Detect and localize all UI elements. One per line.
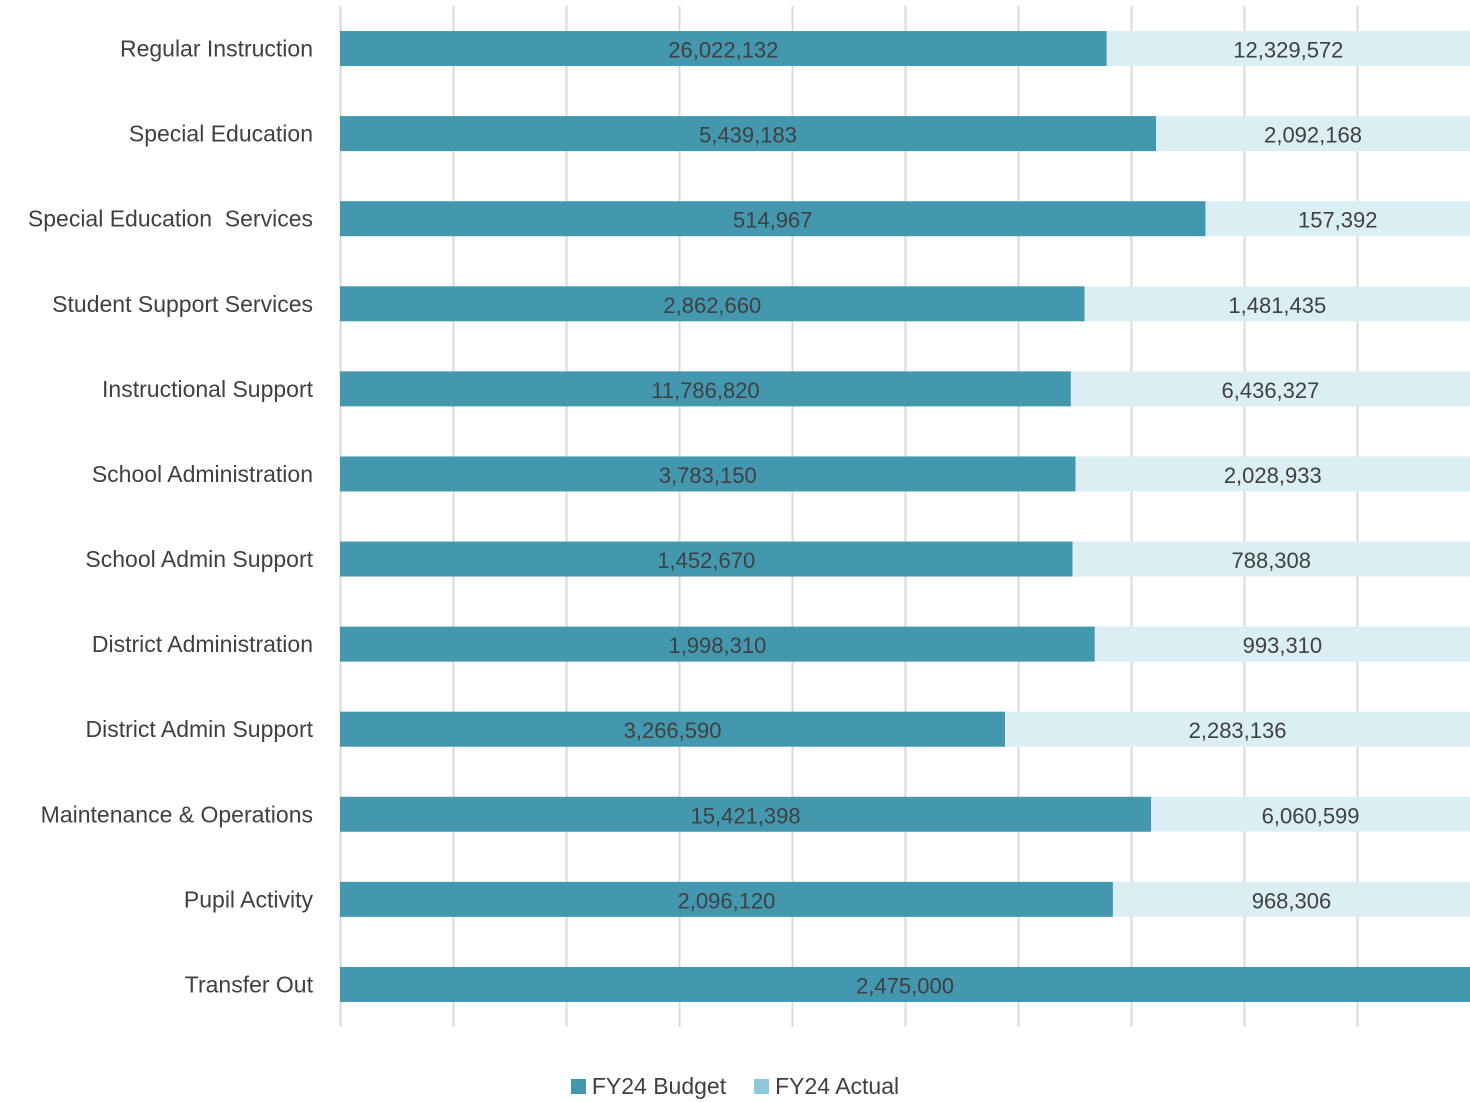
category-label: School Administration [92, 461, 313, 487]
data-label-actual: 6,060,599 [1262, 803, 1360, 828]
legend-swatch-budget [570, 1078, 586, 1094]
data-label-budget: 3,783,150 [659, 463, 757, 488]
data-label-actual: 1,481,435 [1228, 293, 1326, 318]
bar-budget [340, 201, 1206, 237]
category-label: Maintenance & Operations [41, 801, 313, 827]
legend-label-actual: FY24 Actual [775, 1072, 900, 1099]
bar-budget [340, 626, 1095, 662]
data-label-budget: 5,439,183 [699, 123, 797, 148]
bar-budget [340, 541, 1073, 577]
category-label: Instructional Support [102, 376, 314, 402]
bar-actual [1106, 31, 1470, 67]
data-label-budget: 15,421,398 [691, 803, 801, 828]
bar-budget [340, 456, 1076, 492]
bar-actual [1205, 201, 1470, 237]
data-label-budget: 514,967 [733, 208, 813, 233]
bar-actual [1084, 286, 1470, 322]
category-label: Special Education Services [28, 206, 313, 232]
data-label-budget: 26,022,132 [668, 38, 778, 63]
bars [340, 31, 1470, 1002]
gridlines [339, 6, 1359, 1027]
category-label: Special Education [129, 121, 313, 147]
data-label-actual: 12,329,572 [1233, 38, 1343, 63]
bar-budget [340, 116, 1157, 152]
bar-budget [340, 31, 1107, 67]
legend-label-budget: FY24 Budget [591, 1072, 727, 1099]
category-label: Transfer Out [185, 971, 314, 997]
bar-actual [1005, 711, 1470, 747]
legend-item-actual: FY24 Actual [754, 1073, 899, 1100]
bar-actual [1156, 116, 1470, 152]
category-label: District Administration [92, 631, 313, 657]
bar-budget [340, 966, 1470, 1002]
bar-actual [1072, 541, 1470, 577]
bar-actual [1151, 796, 1470, 832]
category-labels: Regular Instruction Special Education Spec… [28, 36, 314, 998]
data-label-budget: 2,096,120 [678, 888, 776, 913]
legend-item-budget: FY24 Budget [570, 1072, 727, 1100]
data-label-actual: 157,392 [1298, 208, 1378, 233]
data-label-budget: 2,862,660 [663, 293, 761, 318]
category-label: Student Support Services [52, 291, 313, 317]
data-label-actual: 968,306 [1252, 888, 1332, 913]
data-label-actual: 6,436,327 [1222, 378, 1320, 403]
data-label-actual: 2,283,136 [1189, 718, 1287, 743]
bar-actual [1075, 456, 1470, 492]
data-label-budget: 11,786,820 [651, 378, 759, 403]
bar-actual [1094, 626, 1470, 662]
legend: FY24 Budget FY24 Actual [0, 1070, 1470, 1102]
bar-budget [340, 796, 1152, 832]
bar-budget [340, 286, 1085, 322]
data-labels: 26,022,132 12,329,572 5,439,183 2,092,168 51… [624, 38, 1378, 999]
bar-budget [340, 371, 1071, 407]
category-label: District Admin Support [85, 716, 313, 742]
data-label-actual: 2,028,933 [1224, 463, 1322, 488]
bar-actual [1112, 881, 1470, 917]
data-label-budget: 1,452,670 [657, 548, 755, 573]
bar-budget [340, 881, 1113, 917]
category-label: Pupil Activity [184, 886, 314, 912]
stacked-bar-chart: Regular Instruction Special Education Spec… [28, 6, 1470, 1027]
data-label-budget: 3,266,590 [624, 718, 722, 743]
data-label-actual: 2,092,168 [1264, 123, 1362, 148]
category-label: School Admin Support [85, 546, 313, 572]
bar-budget [340, 711, 1006, 747]
data-label-budget: 1,998,310 [668, 633, 766, 658]
legend-swatch-actual [754, 1078, 770, 1094]
bar-actual [1070, 371, 1470, 407]
data-label-actual: 788,308 [1231, 548, 1311, 573]
category-label: Regular Instruction [120, 36, 313, 62]
data-label-actual: 993,310 [1243, 633, 1323, 658]
data-label-budget: 2,475,000 [856, 973, 954, 998]
